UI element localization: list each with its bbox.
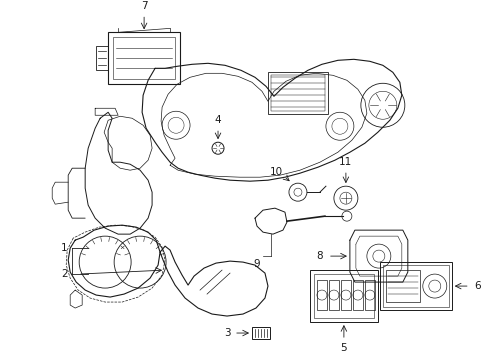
Bar xyxy=(96,46,108,70)
Text: 9: 9 xyxy=(253,259,260,269)
Bar xyxy=(382,265,448,307)
Bar xyxy=(340,280,350,310)
Text: 6: 6 xyxy=(473,281,480,291)
Bar xyxy=(352,280,362,310)
Text: 5: 5 xyxy=(340,343,346,353)
Text: 3: 3 xyxy=(223,328,230,338)
Bar xyxy=(316,280,326,310)
Text: 10: 10 xyxy=(269,167,282,177)
Bar xyxy=(328,280,338,310)
Bar xyxy=(313,274,373,318)
Text: 11: 11 xyxy=(339,157,352,167)
Text: 4: 4 xyxy=(214,115,221,125)
Bar xyxy=(364,280,374,310)
Bar xyxy=(385,270,419,302)
Text: 7: 7 xyxy=(141,1,147,12)
Bar xyxy=(113,37,175,79)
Bar xyxy=(309,270,377,322)
Text: 2: 2 xyxy=(61,269,67,279)
Text: 8: 8 xyxy=(316,251,323,261)
Bar xyxy=(108,32,180,84)
Bar xyxy=(251,327,269,339)
Bar xyxy=(270,75,324,111)
Text: 1: 1 xyxy=(61,243,67,253)
Bar xyxy=(267,72,327,114)
Bar xyxy=(379,262,451,310)
